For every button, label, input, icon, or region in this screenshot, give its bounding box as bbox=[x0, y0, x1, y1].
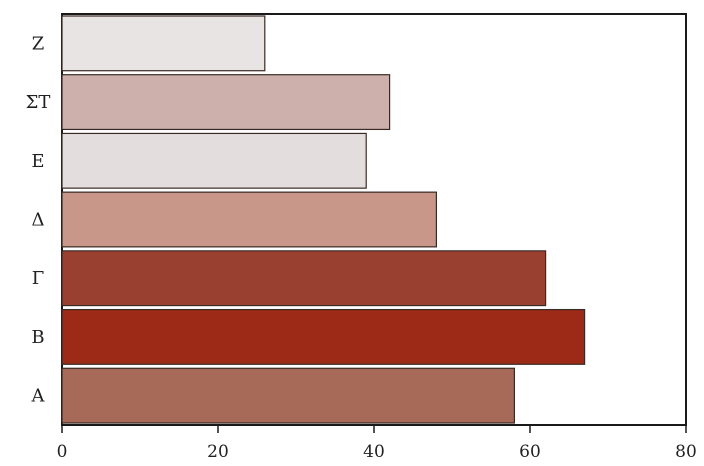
category-label-4: Δ bbox=[32, 210, 45, 231]
category-label-2: Β bbox=[31, 327, 44, 348]
bar-6 bbox=[61, 74, 391, 131]
x-tick-label-2: 40 bbox=[363, 442, 385, 462]
x-axis-ticks: 0 20 40 60 80 bbox=[57, 425, 697, 462]
bar-7 bbox=[61, 15, 266, 72]
bars-group bbox=[61, 15, 586, 424]
bar-2 bbox=[61, 308, 586, 365]
category-labels: Α Β Γ Δ Ε ΣΤ Ζ bbox=[26, 33, 51, 406]
category-label-5: Ε bbox=[31, 151, 44, 172]
category-label-6: ΣΤ bbox=[26, 92, 51, 113]
x-tick-label-1: 20 bbox=[207, 442, 229, 462]
bar-3 bbox=[61, 250, 547, 307]
category-label-1: Α bbox=[31, 386, 46, 407]
bar-1 bbox=[61, 367, 515, 424]
x-tick-label-0: 0 bbox=[57, 442, 68, 462]
x-tick-label-3: 60 bbox=[519, 442, 541, 462]
bar-4 bbox=[61, 191, 437, 248]
category-label-3: Γ bbox=[32, 268, 45, 289]
category-label-7: Ζ bbox=[32, 33, 45, 54]
bar-5 bbox=[61, 132, 367, 189]
x-tick-label-4: 80 bbox=[675, 442, 697, 462]
